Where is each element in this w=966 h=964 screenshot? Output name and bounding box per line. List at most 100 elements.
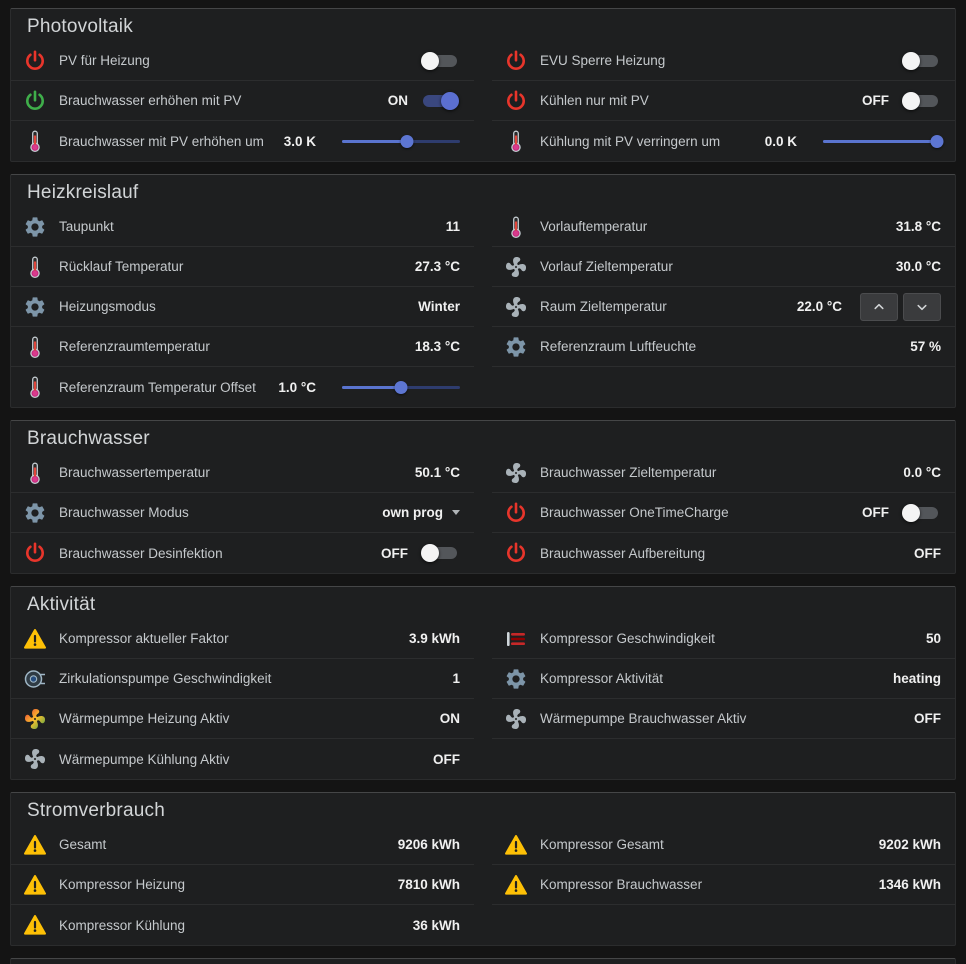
speed-icon xyxy=(504,627,528,651)
item-value: 27.3 °C xyxy=(414,259,460,274)
toggle-knob xyxy=(441,91,459,110)
gear-icon xyxy=(23,295,47,319)
climate-icon xyxy=(23,747,47,771)
item-label: Brauchwasser OneTimeCharge xyxy=(540,505,729,520)
item-label: Zirkulationspumpe Geschwindigkeit xyxy=(59,671,272,686)
item-value: 50 xyxy=(925,631,941,646)
item-row: Brauchwassertemperatur 50.1 °C xyxy=(11,453,474,493)
item-value: 1346 kWh xyxy=(878,877,941,892)
toggle-switch[interactable] xyxy=(901,91,941,111)
row-control xyxy=(408,51,460,71)
power-icon xyxy=(504,501,528,525)
row-control xyxy=(316,132,460,150)
section-grid: Kompressor aktueller Faktor 3.9 kWh Komp… xyxy=(11,619,955,779)
slider-thumb[interactable] xyxy=(394,380,408,394)
power-icon xyxy=(23,89,47,113)
item-label: Kompressor Heizung xyxy=(59,877,186,892)
item-value: 3.9 kWh xyxy=(408,631,460,646)
item-row: Referenzraum Temperatur Offset 1.0 °C xyxy=(11,367,474,407)
item-label: EVU Sperre Heizung xyxy=(540,53,666,68)
section-card: Aktivität Kompressor aktueller Faktor 3.… xyxy=(10,586,956,780)
toggle-switch[interactable] xyxy=(420,51,460,71)
item-row: Kompressor Geschwindigkeit 50 xyxy=(492,619,955,659)
slider-fill xyxy=(342,139,407,143)
item-value: 9202 kWh xyxy=(878,837,941,852)
item-label: Kompressor Gesamt xyxy=(540,837,664,852)
item-label: Wärmepumpe Brauchwasser Aktiv xyxy=(540,711,747,726)
item-label: Heizungsmodus xyxy=(59,299,156,314)
section-card: Brauchwasser Brauchwassertemperatur 50.1… xyxy=(10,420,956,574)
item-label: Kompressor Aktivität xyxy=(540,671,664,686)
climate-icon xyxy=(504,461,528,485)
item-row: Kühlung mit PV verringern um 0.0 K xyxy=(492,121,955,161)
increase-button[interactable] xyxy=(860,292,898,321)
thermometer-icon xyxy=(23,255,47,279)
slider[interactable] xyxy=(342,378,460,396)
item-label: Brauchwasser mit PV erhöhen um xyxy=(59,133,264,149)
section-grid: Gesamt 9206 kWh Kompressor Gesamt 9202 k… xyxy=(11,825,955,945)
decrease-button[interactable] xyxy=(903,292,941,321)
gear-icon xyxy=(23,501,47,525)
thermometer-icon xyxy=(504,215,528,239)
climate-icon xyxy=(23,707,47,731)
slider[interactable] xyxy=(823,132,944,150)
slider-thumb[interactable] xyxy=(400,134,414,148)
gear-icon xyxy=(23,215,47,239)
item-label: Referenzraum Luftfeuchte xyxy=(540,339,697,354)
row-control xyxy=(408,543,460,563)
item-value: 3.0 K xyxy=(283,133,316,149)
item-row: Vorlauf Zieltemperatur 30.0 °C xyxy=(492,247,955,287)
item-label: Brauchwasser erhöhen mit PV xyxy=(59,93,242,108)
item-row: Taupunkt 11 xyxy=(11,207,474,247)
section-grid: Taupunkt 11 Vorlauftemperatur 31.8 °C Rü… xyxy=(11,207,955,407)
section-title: Brauchwasser xyxy=(27,428,150,449)
toggle-switch[interactable] xyxy=(901,51,941,71)
row-control xyxy=(842,292,941,321)
item-row: Brauchwasser Modus own prog xyxy=(11,493,474,533)
warning-icon xyxy=(23,833,47,857)
toggle-knob xyxy=(902,91,920,110)
item-label: Kompressor Kühlung xyxy=(59,917,186,933)
item-value: 36 kWh xyxy=(412,917,460,933)
climate-icon xyxy=(504,295,528,319)
item-value: 1 xyxy=(452,671,460,686)
item-row: Gesamt 9206 kWh xyxy=(11,825,474,865)
dropdown-caret-icon[interactable] xyxy=(452,510,460,515)
item-row: Kühlen nur mit PV OFF xyxy=(492,81,955,121)
item-row: Brauchwasser Desinfektion OFF xyxy=(11,533,474,573)
item-value: 7810 kWh xyxy=(397,877,460,892)
item-value: Winter xyxy=(418,299,460,314)
slider-fill xyxy=(342,385,401,389)
item-label: Kompressor Brauchwasser xyxy=(540,877,703,892)
section-card: Heizkreislauf Taupunkt 11 Vorlauftempera… xyxy=(10,174,956,408)
item-row: Zirkulationspumpe Geschwindigkeit 1 xyxy=(11,659,474,699)
slider[interactable] xyxy=(342,132,460,150)
row-control xyxy=(797,132,944,150)
toggle-switch[interactable] xyxy=(901,503,941,523)
item-row: Heizungsmodus Winter xyxy=(11,287,474,327)
select-value[interactable]: own prog xyxy=(382,505,443,520)
thermometer-icon xyxy=(23,375,47,399)
toggle-switch[interactable] xyxy=(420,91,460,111)
item-label: Kompressor Geschwindigkeit xyxy=(540,631,715,646)
power-icon xyxy=(23,541,47,565)
section-card: Stromverbrauch Gesamt 9206 kWh Kompresso… xyxy=(10,792,956,946)
item-row: Kompressor Heizung 7810 kWh xyxy=(11,865,474,905)
item-value: OFF xyxy=(914,711,941,726)
toggle-knob xyxy=(902,503,920,522)
toggle-switch[interactable] xyxy=(420,543,460,563)
item-label: Kühlen nur mit PV xyxy=(540,93,649,108)
item-row: PV für Heizung xyxy=(11,41,474,81)
item-row: Rücklauf Temperatur 27.3 °C xyxy=(11,247,474,287)
item-label: Vorlauftemperatur xyxy=(540,219,648,234)
item-row: Brauchwasser Aufbereitung OFF xyxy=(492,533,955,573)
slider-thumb[interactable] xyxy=(930,134,944,148)
section-grid: Brauchwassertemperatur 50.1 °C Brauchwas… xyxy=(11,453,955,573)
climate-icon xyxy=(504,707,528,731)
section-title: Heizkreislauf xyxy=(27,182,139,203)
pump-icon xyxy=(23,667,47,691)
item-row: Brauchwasser Zieltemperatur 0.0 °C xyxy=(492,453,955,493)
item-row: Kompressor Brauchwasser 1346 kWh xyxy=(492,865,955,905)
item-row: Kompressor Aktivität heating xyxy=(492,659,955,699)
power-icon xyxy=(504,89,528,113)
